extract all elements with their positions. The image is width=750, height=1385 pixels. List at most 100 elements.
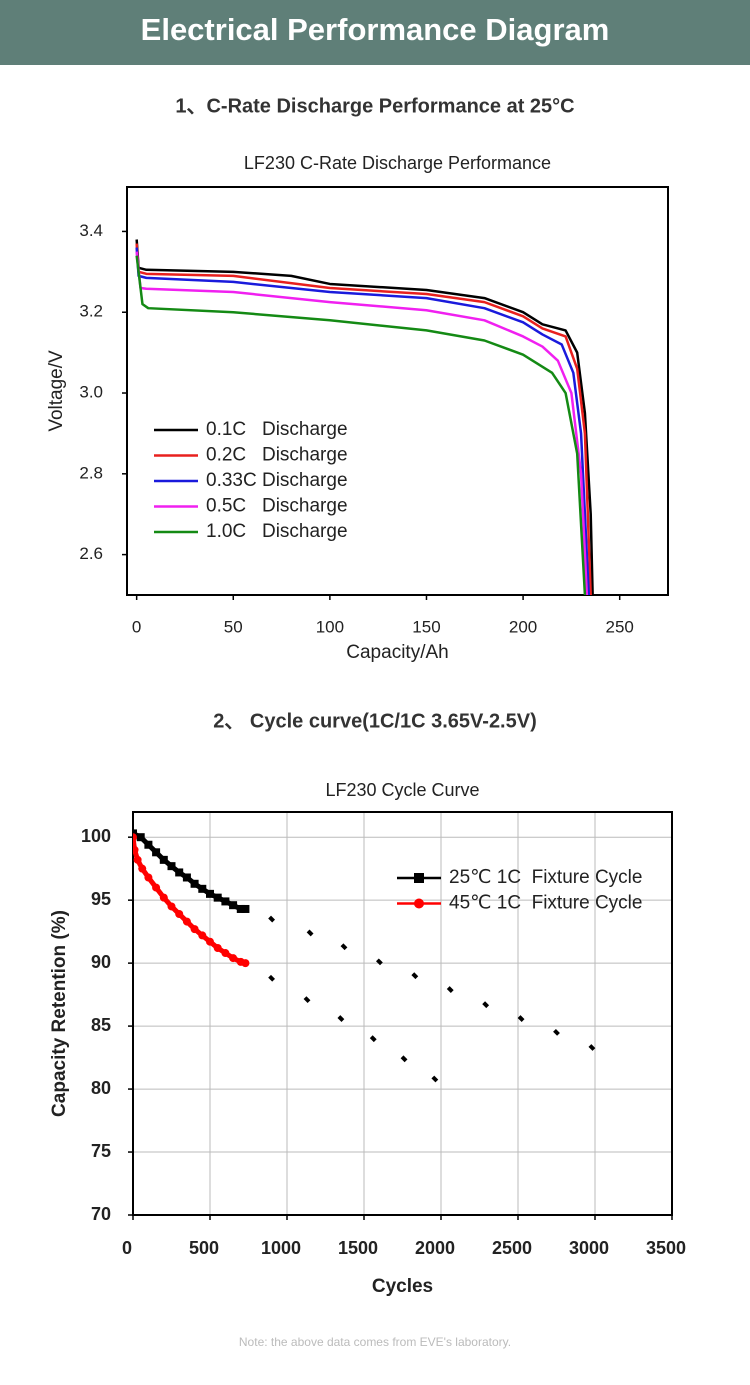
marker bbox=[133, 829, 137, 838]
trend-dash bbox=[411, 972, 419, 980]
marker bbox=[152, 848, 161, 857]
legend: 0.1C Discharge 0.2C Discharge 0.33C Discha… bbox=[154, 419, 348, 542]
marker bbox=[213, 893, 222, 902]
series-line bbox=[135, 239, 594, 595]
y-tick-label: 3.4 bbox=[79, 221, 103, 240]
marker bbox=[167, 902, 176, 911]
x-tick-label: 3000 bbox=[569, 1238, 609, 1258]
trend-dash bbox=[306, 929, 314, 937]
plot-frame bbox=[126, 186, 669, 596]
marker bbox=[236, 904, 245, 913]
trend-dash bbox=[446, 986, 454, 993]
marker bbox=[175, 868, 184, 877]
trend-dash bbox=[375, 958, 383, 966]
x-tick-label: 50 bbox=[224, 617, 243, 636]
legend-label: 25℃ 1C Fixture Cycle bbox=[449, 867, 642, 888]
series-line bbox=[135, 243, 592, 595]
marker bbox=[213, 944, 222, 953]
marker bbox=[241, 904, 250, 913]
note: Note: the above data comes from EVE's la… bbox=[239, 1335, 511, 1349]
y-tick-label: 100 bbox=[81, 826, 111, 846]
chart-title: LF230 C-Rate Discharge Performance bbox=[244, 153, 551, 173]
marker bbox=[190, 879, 199, 888]
x-tick-label: 500 bbox=[189, 1238, 219, 1258]
y-tick-label: 80 bbox=[91, 1078, 111, 1098]
marker bbox=[182, 917, 191, 926]
trend-dash bbox=[431, 1075, 439, 1083]
y-axis-title: Voltage/V bbox=[46, 350, 67, 432]
marker bbox=[198, 884, 207, 893]
trend-dash bbox=[337, 1015, 345, 1022]
y-tick-label: 70 bbox=[91, 1204, 111, 1224]
marker bbox=[229, 954, 238, 963]
x-tick-label: 1500 bbox=[338, 1238, 378, 1258]
trend-dash bbox=[482, 1001, 490, 1009]
x-tick-label: 3500 bbox=[646, 1238, 686, 1258]
plot-frame bbox=[132, 811, 673, 1216]
series-line bbox=[135, 251, 589, 595]
legend-marker bbox=[414, 873, 424, 883]
plot-area bbox=[133, 829, 596, 1083]
y-tick-label: 85 bbox=[91, 1015, 111, 1035]
marker bbox=[138, 864, 147, 873]
legend-label: 1.0C Discharge bbox=[206, 521, 348, 542]
marker bbox=[229, 901, 238, 910]
y-axis-title: Capacity Retention (%) bbox=[49, 910, 70, 1117]
x-tick-label: 2500 bbox=[492, 1238, 532, 1258]
y-tick-label: 75 bbox=[91, 1141, 111, 1161]
trend-dash bbox=[340, 943, 348, 951]
marker bbox=[159, 893, 168, 902]
marker bbox=[206, 937, 214, 946]
section-title: 2、 Cycle curve(1C/1C 3.65V-2.5V) bbox=[213, 710, 537, 732]
x-tick-label: 100 bbox=[316, 617, 344, 636]
legend-label: 0.33C Discharge bbox=[206, 470, 348, 491]
x-tick-label: 0 bbox=[122, 1238, 132, 1258]
y-tick-label: 3.0 bbox=[79, 383, 103, 402]
plot-area bbox=[135, 239, 594, 595]
marker bbox=[221, 897, 230, 906]
chart: LF230 Cycle Curve Cycles Capacity Retentio… bbox=[49, 780, 686, 1297]
y-tick-label: 95 bbox=[91, 889, 111, 909]
trend-dash bbox=[400, 1055, 408, 1063]
y-tick-label: 3.2 bbox=[79, 302, 103, 321]
header-bar bbox=[0, 0, 750, 65]
chart: LF230 C-Rate Discharge Performance Capaci… bbox=[46, 153, 669, 663]
marker bbox=[152, 883, 161, 892]
y-tick-label: 90 bbox=[91, 952, 111, 972]
marker bbox=[190, 925, 199, 934]
y-tick-label: 2.6 bbox=[79, 544, 103, 563]
trend-dash bbox=[588, 1044, 596, 1051]
x-tick-label: 250 bbox=[606, 617, 634, 636]
chart-title: LF230 Cycle Curve bbox=[325, 780, 479, 800]
x-tick-label: 150 bbox=[412, 617, 440, 636]
marker bbox=[144, 840, 153, 849]
legend-label: 0.2C Discharge bbox=[206, 445, 348, 466]
marker bbox=[133, 855, 142, 864]
x-axis-title: Cycles bbox=[372, 1276, 433, 1297]
legend: 25℃ 1C Fixture Cycle 45℃ 1C Fixture Cycle bbox=[397, 867, 642, 914]
marker bbox=[144, 873, 153, 882]
legend-label: 0.5C Discharge bbox=[206, 496, 348, 517]
y-tick-label: 2.8 bbox=[79, 463, 103, 482]
marker bbox=[133, 833, 137, 842]
section-title: 1、C-Rate Discharge Performance at 25°C bbox=[175, 95, 574, 117]
series-line bbox=[135, 247, 591, 595]
x-tick-label: 0 bbox=[132, 617, 141, 636]
trend-dash bbox=[369, 1035, 377, 1043]
trend-dash bbox=[268, 974, 276, 982]
trend-dash bbox=[268, 915, 276, 923]
trend-dash bbox=[303, 996, 311, 1004]
legend-marker bbox=[414, 898, 424, 909]
series-line bbox=[135, 255, 587, 595]
x-tick-label: 1000 bbox=[261, 1238, 301, 1258]
marker bbox=[133, 845, 139, 854]
marker bbox=[241, 959, 250, 968]
marker bbox=[136, 833, 145, 842]
marker bbox=[159, 855, 168, 864]
marker bbox=[182, 873, 191, 882]
marker bbox=[198, 931, 207, 940]
marker bbox=[206, 889, 214, 898]
marker bbox=[221, 949, 230, 958]
x-axis-title: Capacity/Ah bbox=[346, 642, 448, 663]
